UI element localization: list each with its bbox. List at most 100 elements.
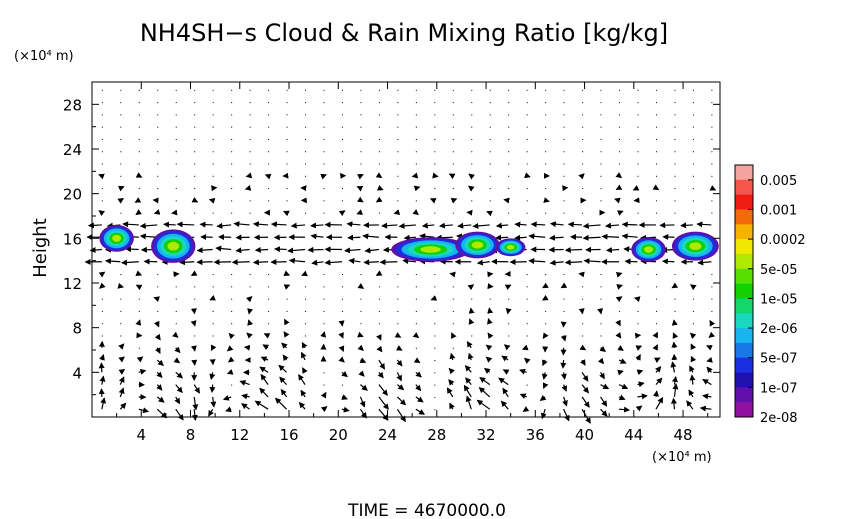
wind-vector-dot [434, 102, 436, 104]
wind-vector [135, 270, 143, 276]
y-tick-label: 12 [63, 275, 82, 293]
wind-vector-dot [101, 114, 103, 116]
wind-vector-dot [378, 126, 380, 128]
wind-vector [310, 233, 324, 240]
wind-vector [635, 345, 643, 351]
y-tick-label: 16 [63, 230, 82, 248]
wind-vector-dot [378, 310, 380, 312]
y-tick-label: 24 [63, 141, 82, 159]
wind-vector [560, 372, 567, 380]
wind-vector-dot [415, 200, 417, 202]
cloud-blob [506, 244, 515, 250]
wind-vector-dot [286, 114, 288, 116]
wind-vector [615, 319, 621, 327]
wind-vector-dot [249, 126, 251, 128]
wind-vector-dot [655, 102, 657, 104]
wind-vector [153, 296, 161, 303]
wind-vector [155, 347, 161, 355]
wind-vector [448, 367, 455, 375]
wind-vector [450, 198, 458, 204]
wind-vector-dot [692, 138, 694, 140]
wind-vector-dot [563, 310, 565, 312]
wind-vector [468, 318, 475, 325]
wind-vector-dot [415, 138, 417, 140]
colorbar-swatch [735, 313, 753, 329]
wind-vector-dot [120, 175, 122, 177]
wind-vector [320, 331, 326, 338]
wind-vector [430, 295, 438, 301]
wind-vector [175, 371, 184, 379]
wind-vector [709, 185, 717, 191]
wind-vector [362, 233, 379, 240]
wind-vector-dot [138, 89, 140, 91]
wind-vector-dot [637, 310, 639, 312]
wind-vector-dot [582, 102, 584, 104]
wind-vector [245, 295, 253, 303]
wind-vector-dot [434, 372, 436, 374]
wind-vector [600, 408, 608, 417]
wind-vector-dot [489, 163, 491, 165]
wind-vector-dot [582, 286, 584, 288]
wind-vector-dot [138, 347, 140, 349]
wind-vector [672, 332, 679, 339]
wind-vector [524, 357, 531, 364]
wind-vector-dot [526, 298, 528, 300]
wind-vector [616, 284, 623, 290]
wind-vector-dot [526, 138, 528, 140]
wind-vector [235, 247, 250, 254]
wind-vector [415, 396, 424, 403]
wind-vector [156, 408, 168, 419]
wind-vector [231, 259, 250, 266]
wind-vector [618, 358, 627, 364]
wind-vector [500, 400, 509, 410]
wind-vector-dot [323, 200, 325, 202]
wind-vector [541, 282, 549, 289]
wind-vector [465, 377, 472, 386]
wind-vector-dot [397, 126, 399, 128]
wind-vector [171, 209, 178, 216]
wind-vector-dot [305, 89, 307, 91]
wind-vector [485, 356, 493, 363]
wind-vector-dot [397, 114, 399, 116]
wind-vector [300, 389, 307, 398]
wind-vector [402, 258, 416, 264]
wind-vector-dot [286, 102, 288, 104]
wind-vector [156, 396, 165, 403]
wind-vector-dot [674, 298, 676, 300]
wind-vector-dot [637, 138, 639, 140]
wind-vector [245, 172, 253, 179]
wind-vector-dot [212, 114, 214, 116]
wind-vector [233, 221, 250, 228]
wind-vector [696, 221, 712, 228]
wind-vector-dot [194, 188, 196, 190]
wind-vector [288, 257, 306, 264]
wind-vector-dot [360, 126, 362, 128]
wind-vector-dot [175, 151, 177, 153]
wind-vector [347, 234, 361, 241]
wind-vector [378, 359, 385, 370]
x-tick-label: 28 [427, 426, 446, 444]
wind-vector [398, 222, 416, 229]
wind-vector-dot [194, 89, 196, 91]
wind-vector-dot [489, 200, 491, 202]
wind-vector [215, 245, 232, 252]
colorbar-label: 0.005 [760, 174, 797, 189]
wind-vector-dot [378, 114, 380, 116]
wind-vector-dot [138, 138, 140, 140]
wind-vector [281, 342, 288, 349]
wind-vector [264, 173, 272, 180]
wind-vector-dot [397, 200, 399, 202]
wind-vector-dot [415, 347, 417, 349]
wind-vector [670, 397, 677, 410]
wind-vector-dot [526, 323, 528, 325]
wind-vector [636, 369, 644, 376]
wind-vector-dot [323, 212, 325, 214]
wind-vector [632, 185, 640, 191]
wind-vector [549, 259, 564, 266]
wind-vector-dot [194, 175, 196, 177]
wind-vector-dot [637, 163, 639, 165]
wind-vector-dot [341, 200, 343, 202]
wind-vector-dot [323, 310, 325, 312]
wind-vector [243, 344, 251, 351]
wind-vector-dot [212, 212, 214, 214]
